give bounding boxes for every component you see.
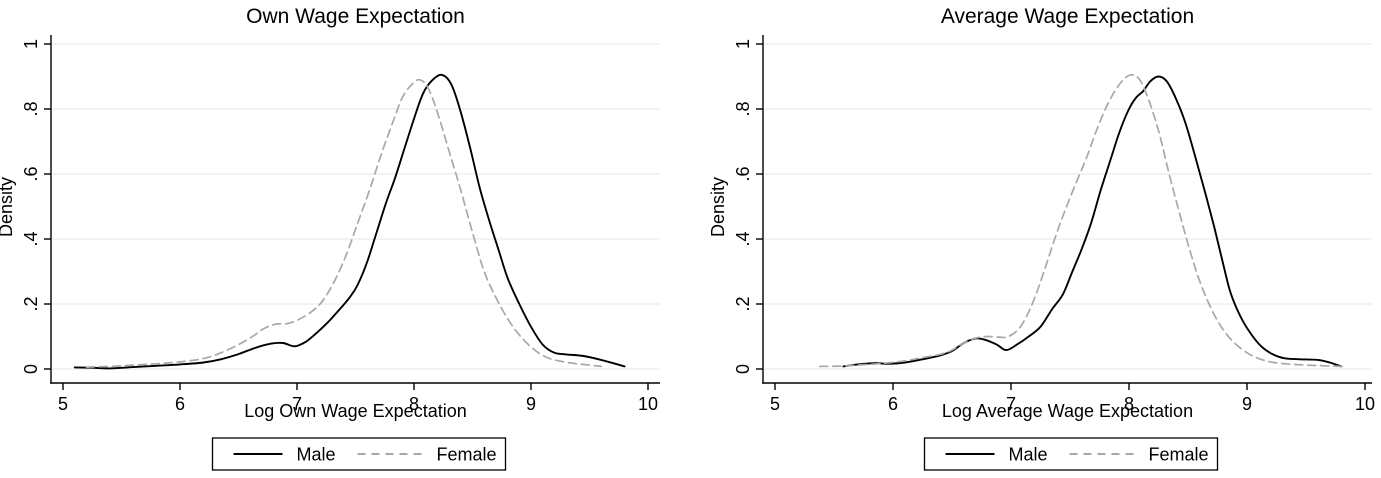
male-density-curve xyxy=(842,75,1343,368)
y-axis-label: Density xyxy=(708,177,728,237)
y-tick-label: 0 xyxy=(21,364,41,374)
x-tick-label: 9 xyxy=(526,394,536,414)
plot-layer: 0 .2 .4 .6 .8 1 5 6 7 8 9 10 Male Female xyxy=(21,35,660,471)
y-tick-label: .8 xyxy=(733,101,753,116)
y-tick-label: .2 xyxy=(21,296,41,311)
y-tick-label: .6 xyxy=(21,166,41,181)
x-tick-label: 5 xyxy=(58,394,68,414)
x-tick-label: 5 xyxy=(770,394,780,414)
male-density-curve xyxy=(73,73,626,370)
x-tick-label: 6 xyxy=(888,394,898,414)
male-legend-label: Male xyxy=(1009,445,1048,465)
male-legend-label: Male xyxy=(297,445,336,465)
own-wage-expectation-panel: 0 .2 .4 .6 .8 1 5 6 7 8 9 10 Male Female Own Wage Exp… xyxy=(0,0,690,478)
plot-layer: 0 .2 .4 .6 .8 1 5 6 7 8 9 10 Male Female xyxy=(733,35,1375,471)
x-tick-label: 9 xyxy=(1242,394,1252,414)
female-density-curve xyxy=(85,78,603,368)
x-tick-label: 8 xyxy=(1124,394,1134,414)
average-wage-plot-svg: 0 .2 .4 .6 .8 1 5 6 7 8 9 10 Male Female Average Wage… xyxy=(708,5,1375,471)
x-axis-label: Log Average Wage Expectation xyxy=(942,401,1193,421)
y-tick-label: 1 xyxy=(733,39,753,49)
y-axis-label: Density xyxy=(0,177,16,237)
chart-title: Average Wage Expectation xyxy=(941,5,1194,28)
y-tick-label: .2 xyxy=(733,296,753,311)
x-tick-label: 10 xyxy=(1355,394,1375,414)
x-tick-label: 7 xyxy=(1006,394,1016,414)
chart-title: Own Wage Expectation xyxy=(246,5,465,28)
x-tick-label: 8 xyxy=(409,394,419,414)
x-axis-label: Log Own Wage Expectation xyxy=(244,401,466,421)
y-tick-label: .6 xyxy=(733,166,753,181)
y-tick-label: .8 xyxy=(21,101,41,116)
y-tick-label: 0 xyxy=(733,364,753,374)
female-legend-label: Female xyxy=(437,445,497,465)
x-tick-label: 6 xyxy=(175,394,185,414)
average-wage-expectation-panel: 0 .2 .4 .6 .8 1 5 6 7 8 9 10 Male Female Average Wage… xyxy=(691,0,1381,478)
own-wage-plot-svg: 0 .2 .4 .6 .8 1 5 6 7 8 9 10 Male Female Own Wage Exp… xyxy=(0,5,660,471)
y-tick-label: 1 xyxy=(21,39,41,49)
x-tick-label: 7 xyxy=(292,394,302,414)
y-tick-label: .4 xyxy=(21,231,41,246)
female-legend-label: Female xyxy=(1149,445,1209,465)
female-density-curve xyxy=(818,73,1343,368)
y-tick-label: .4 xyxy=(733,231,753,246)
x-tick-label: 10 xyxy=(638,394,658,414)
